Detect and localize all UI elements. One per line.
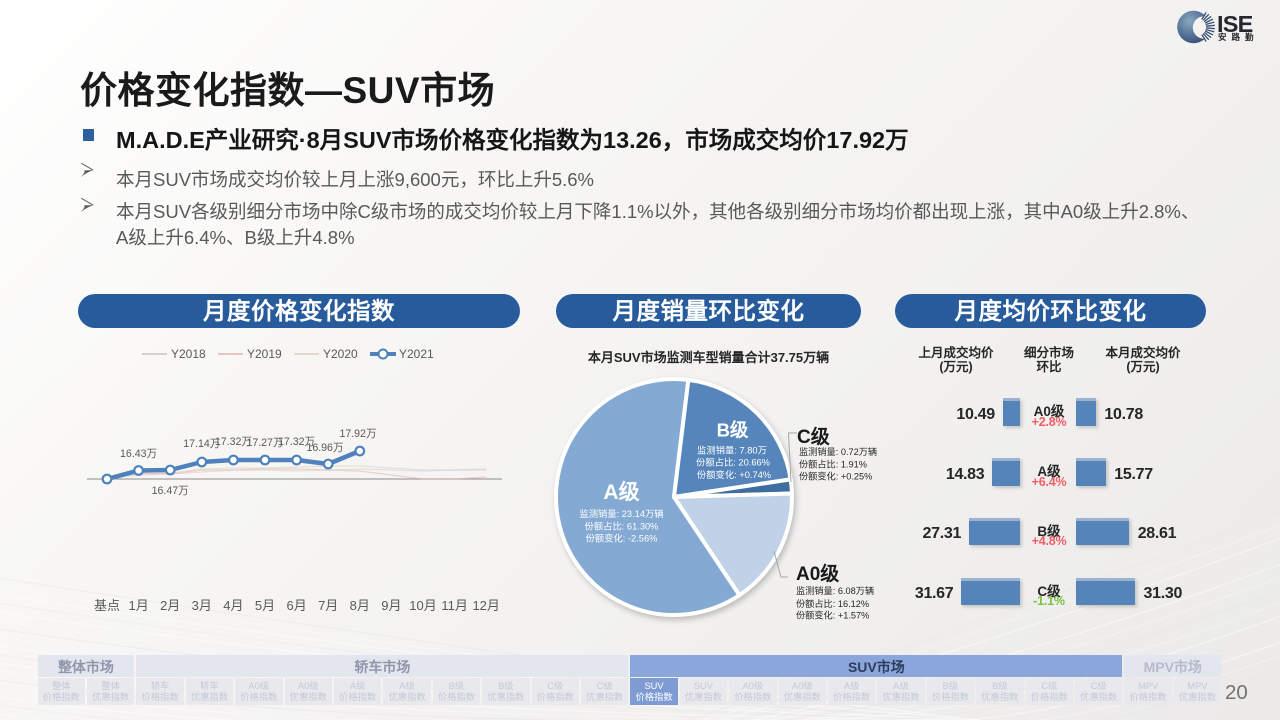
svg-text:8月: 8月 [350,598,370,613]
svg-text:11月: 11月 [441,598,468,613]
svg-text:1月: 1月 [128,598,148,613]
svg-text:5月: 5月 [255,598,275,613]
svg-text:12月: 12月 [472,598,499,613]
svg-text:监测销量: 0.72万辆: 监测销量: 0.72万辆 [799,446,877,457]
svg-text:16.47万: 16.47万 [152,485,189,497]
svg-text:B级: B级 [717,420,749,441]
svg-text:A0级: A0级 [796,562,839,585]
svg-text:份额占比: 61.30%: 份额占比: 61.30% [585,521,659,532]
svg-text:基点: 基点 [94,598,120,613]
svg-text:份额占比: 16.12%: 份额占比: 16.12% [796,598,869,609]
svg-text:份额变化: +0.25%: 份额变化: +0.25% [799,471,872,482]
svg-text:监测销量: 7.80万: 监测销量: 7.80万 [697,445,767,456]
svg-text:17.27万: 17.27万 [246,437,283,449]
svg-text:16.43万: 16.43万 [120,448,157,460]
svg-text:4月: 4月 [223,598,243,613]
svg-text:17.32万: 17.32万 [278,436,315,448]
svg-text:安路勤: 安路勤 [1218,32,1259,42]
svg-text:Y2021: Y2021 [399,347,434,361]
svg-text:3月: 3月 [192,598,212,613]
svg-text:10月: 10月 [409,598,436,613]
svg-text:17.32万: 17.32万 [215,436,252,448]
svg-text:ISE: ISE [1217,11,1253,37]
svg-text:份额变化: -2.56%: 份额变化: -2.56% [586,533,658,544]
svg-text:A级: A级 [603,480,639,504]
svg-text:份额变化: +0.74%: 份额变化: +0.74% [697,469,771,480]
svg-text:16.96万: 16.96万 [306,442,343,454]
svg-text:份额占比: 20.66%: 份额占比: 20.66% [696,457,770,468]
svg-text:9月: 9月 [381,598,401,613]
svg-text:2月: 2月 [160,598,180,613]
svg-text:6月: 6月 [286,598,306,613]
svg-text:Y2020: Y2020 [323,347,358,361]
svg-text:Y2019: Y2019 [247,347,282,361]
svg-text:监测销量: 23.14万辆: 监测销量: 23.14万辆 [579,508,663,519]
svg-text:17.92万: 17.92万 [339,428,376,440]
svg-text:7月: 7月 [318,598,338,613]
svg-text:Y2018: Y2018 [171,347,206,361]
svg-text:份额变化: +1.57%: 份额变化: +1.57% [796,610,869,621]
svg-text:C级: C级 [797,425,830,448]
svg-text:监测销量: 6.08万辆: 监测销量: 6.08万辆 [796,585,874,596]
svg-text:17.14万: 17.14万 [183,438,220,450]
svg-text:份额占比: 1.91%: 份额占比: 1.91% [799,459,867,470]
